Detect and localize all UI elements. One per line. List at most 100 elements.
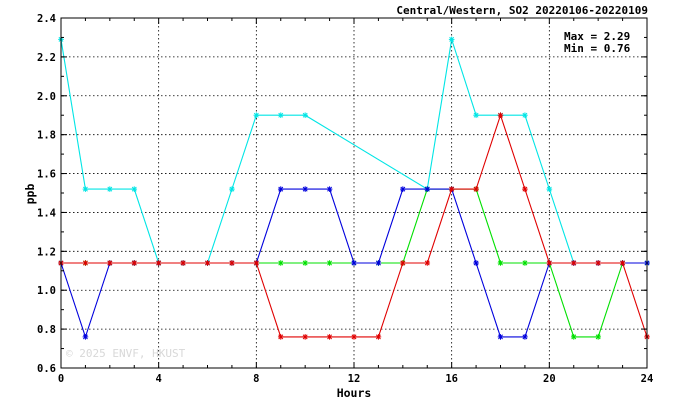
data-point (473, 186, 479, 192)
gridlines (61, 18, 647, 368)
marker-stroke (522, 334, 528, 340)
marker-stroke (424, 186, 430, 192)
data-point (570, 334, 577, 340)
data-point (424, 186, 431, 192)
marker-stroke (82, 186, 88, 192)
data-point (326, 334, 333, 340)
marker-stroke (107, 260, 113, 266)
marker-stroke (620, 260, 626, 266)
y-tick-label: 1.6 (37, 169, 56, 181)
marker-stroke (498, 334, 503, 340)
marker-stroke (156, 260, 162, 266)
data-point (253, 112, 260, 119)
marker-stroke (351, 334, 357, 340)
marker-stroke (546, 186, 552, 192)
data-point (546, 186, 553, 192)
marker-stroke (107, 186, 113, 192)
x-tick-label: 20 (543, 373, 556, 385)
marker-stroke (131, 260, 137, 266)
data-point (302, 112, 308, 119)
marker-stroke (473, 260, 479, 266)
y-tick-label: 2.4 (37, 13, 56, 25)
ticks: 0 4 8 12 16 20 24 0.6 0.8 1.0 1.2 1.4 1.6 1.8 2.0 2.2 2.… (37, 13, 653, 385)
data-point (204, 260, 211, 266)
data-point (400, 186, 406, 192)
y-tick-label: 1.0 (37, 285, 56, 297)
data-point (375, 260, 382, 266)
data-point (229, 186, 235, 192)
data-point (107, 260, 113, 266)
max-label: Max = 2.29 (564, 30, 630, 43)
marker-stroke (522, 260, 528, 266)
marker-stroke (498, 112, 503, 118)
data-point (302, 186, 308, 192)
marker-stroke (595, 334, 601, 340)
marker-stroke (278, 112, 284, 118)
data-point (522, 260, 528, 266)
marker-stroke (449, 186, 455, 192)
data-point (595, 260, 601, 266)
x-tick-label: 16 (445, 373, 458, 385)
marker-stroke (82, 260, 88, 266)
marker-stroke (522, 186, 528, 192)
data-point (522, 334, 528, 340)
chart-title: Central/Western, SO2 20220106-20220109 (396, 4, 648, 17)
x-tick-label: 0 (58, 373, 64, 385)
marker-stroke (327, 260, 333, 266)
x-tick-label: 4 (156, 373, 162, 385)
marker-stroke (278, 186, 284, 192)
marker-stroke (375, 334, 381, 340)
data-point (522, 112, 528, 119)
data-point (82, 334, 89, 340)
marker-stroke (400, 186, 406, 192)
x-tick-label: 24 (641, 373, 654, 385)
data-point (375, 334, 382, 340)
data-point (229, 260, 235, 266)
data-point (595, 334, 601, 340)
data-point (351, 260, 357, 266)
data-point (326, 186, 333, 192)
data-point (326, 260, 333, 266)
data-point (277, 260, 284, 266)
data-point (619, 260, 626, 266)
data-point (155, 260, 162, 266)
data-point (302, 334, 308, 340)
x-tick-label: 8 (253, 373, 259, 385)
y-tick-label: 1.8 (37, 130, 56, 142)
data-point (351, 334, 357, 340)
marker-stroke (449, 36, 455, 42)
data-point (131, 260, 138, 266)
marker-stroke (131, 186, 137, 192)
data-point (473, 112, 479, 119)
marker-stroke (180, 260, 186, 266)
marker-stroke (571, 260, 577, 266)
data-point (570, 260, 577, 266)
y-tick-label: 0.6 (37, 363, 56, 375)
y-tick-label: 1.4 (37, 207, 56, 219)
marker-stroke (253, 112, 259, 118)
data-point (107, 186, 113, 192)
data-point (448, 36, 455, 43)
marker-stroke (424, 260, 430, 266)
series-4 (58, 112, 650, 340)
x-tick-label: 12 (348, 373, 361, 385)
marker-stroke (498, 260, 503, 266)
data-point (82, 260, 89, 266)
y-axis-label: ppb (23, 184, 37, 205)
marker-stroke (302, 260, 308, 266)
data-point (473, 260, 479, 266)
y-tick-label: 0.8 (37, 324, 56, 336)
data-point (277, 334, 284, 340)
marker-stroke (351, 260, 357, 266)
y-tick-label: 1.2 (37, 246, 56, 258)
x-axis-label: Hours (337, 386, 372, 400)
marker-stroke (229, 260, 235, 266)
marker-stroke (571, 334, 577, 340)
data-point (82, 186, 89, 192)
data-point (253, 260, 260, 266)
data-point (277, 186, 284, 192)
data-point (497, 334, 504, 340)
min-label: Min = 0.76 (564, 42, 631, 55)
marker-stroke (278, 334, 284, 340)
